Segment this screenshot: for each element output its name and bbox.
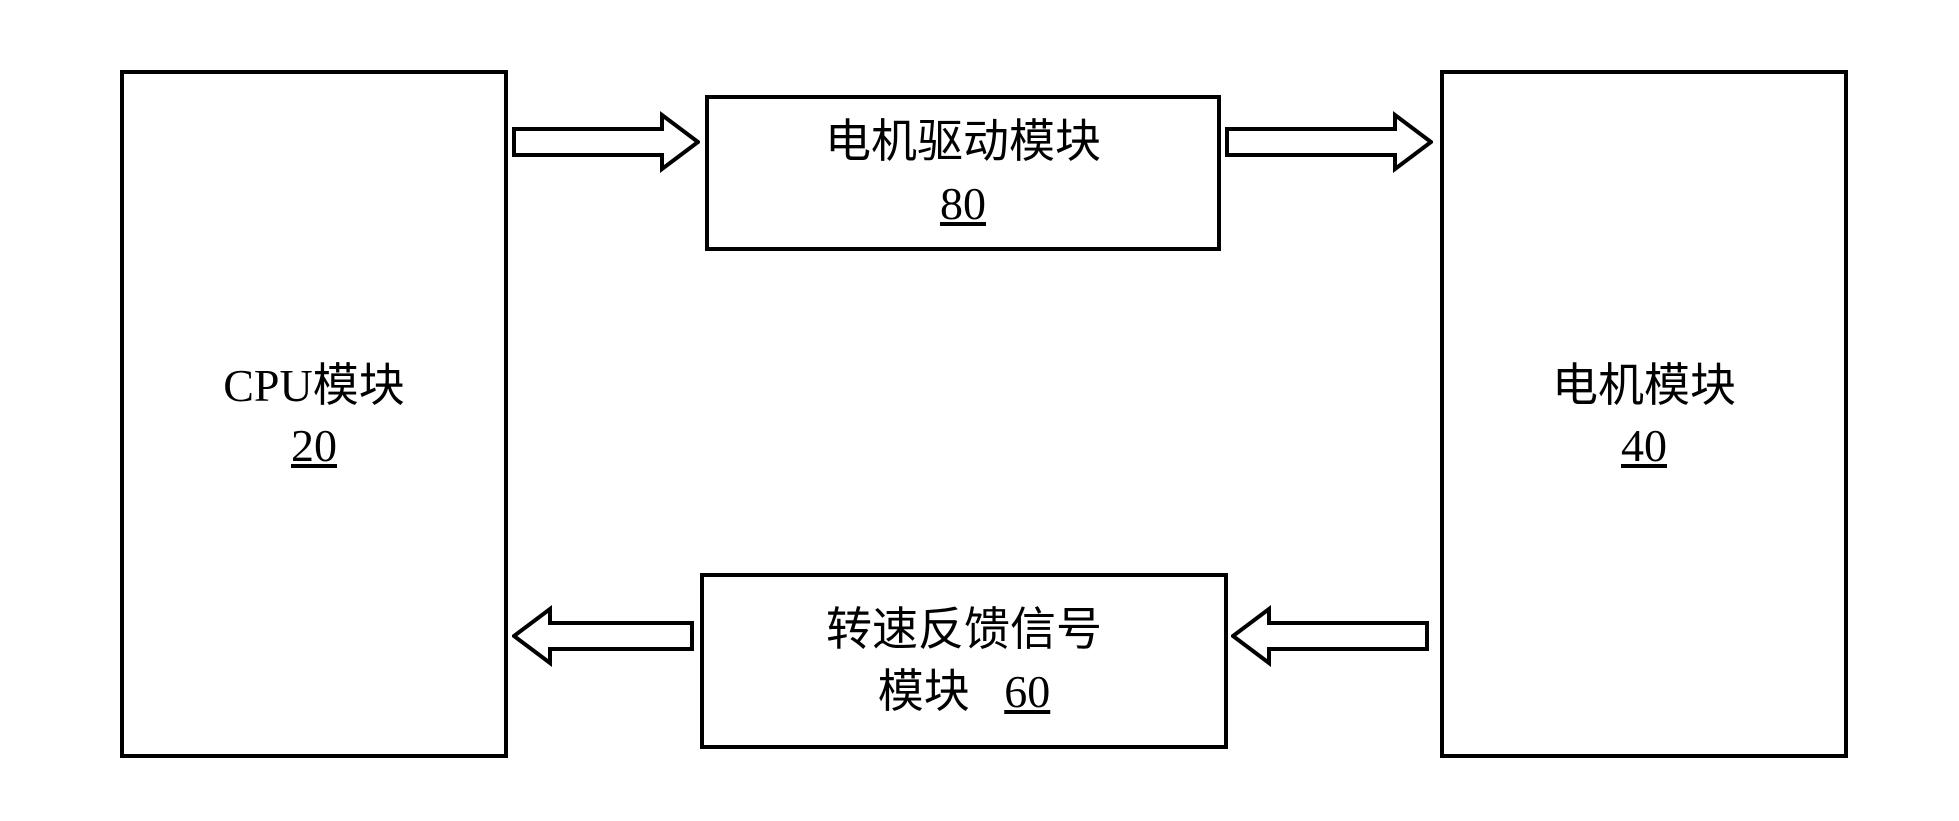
motor-label: 电机模块	[1552, 356, 1736, 416]
speed-feedback-line2: 模块 60	[826, 661, 1102, 723]
arrow-drive-to-motor	[1225, 111, 1433, 173]
arrow-motor-to-feedback	[1231, 605, 1429, 667]
motor-drive-block: 电机驱动模块 80	[705, 95, 1221, 251]
arrow-cpu-to-drive	[512, 111, 700, 173]
speed-feedback-label: 模块	[878, 666, 970, 717]
arrow-feedback-to-cpu	[512, 605, 694, 667]
motor-number: 40	[1621, 419, 1667, 472]
speed-feedback-block: 转速反馈信号 模块 60	[700, 573, 1228, 749]
diagram-container: CPU模块 20 电机驱动模块 80 转速反馈信号 模块 60 电机模块 40	[0, 0, 1959, 821]
cpu-label: CPU模块	[223, 356, 404, 416]
cpu-block: CPU模块 20	[120, 70, 508, 758]
speed-feedback-text: 转速反馈信号 模块 60	[826, 599, 1102, 723]
motor-drive-text: 电机驱动模块 80	[825, 111, 1101, 235]
cpu-number: 20	[291, 419, 337, 472]
speed-feedback-number: 60	[1004, 666, 1050, 717]
motor-drive-number: 80	[825, 173, 1101, 235]
speed-feedback-line1: 转速反馈信号	[826, 599, 1102, 661]
motor-block: 电机模块 40	[1440, 70, 1848, 758]
motor-drive-label: 电机驱动模块	[825, 111, 1101, 173]
